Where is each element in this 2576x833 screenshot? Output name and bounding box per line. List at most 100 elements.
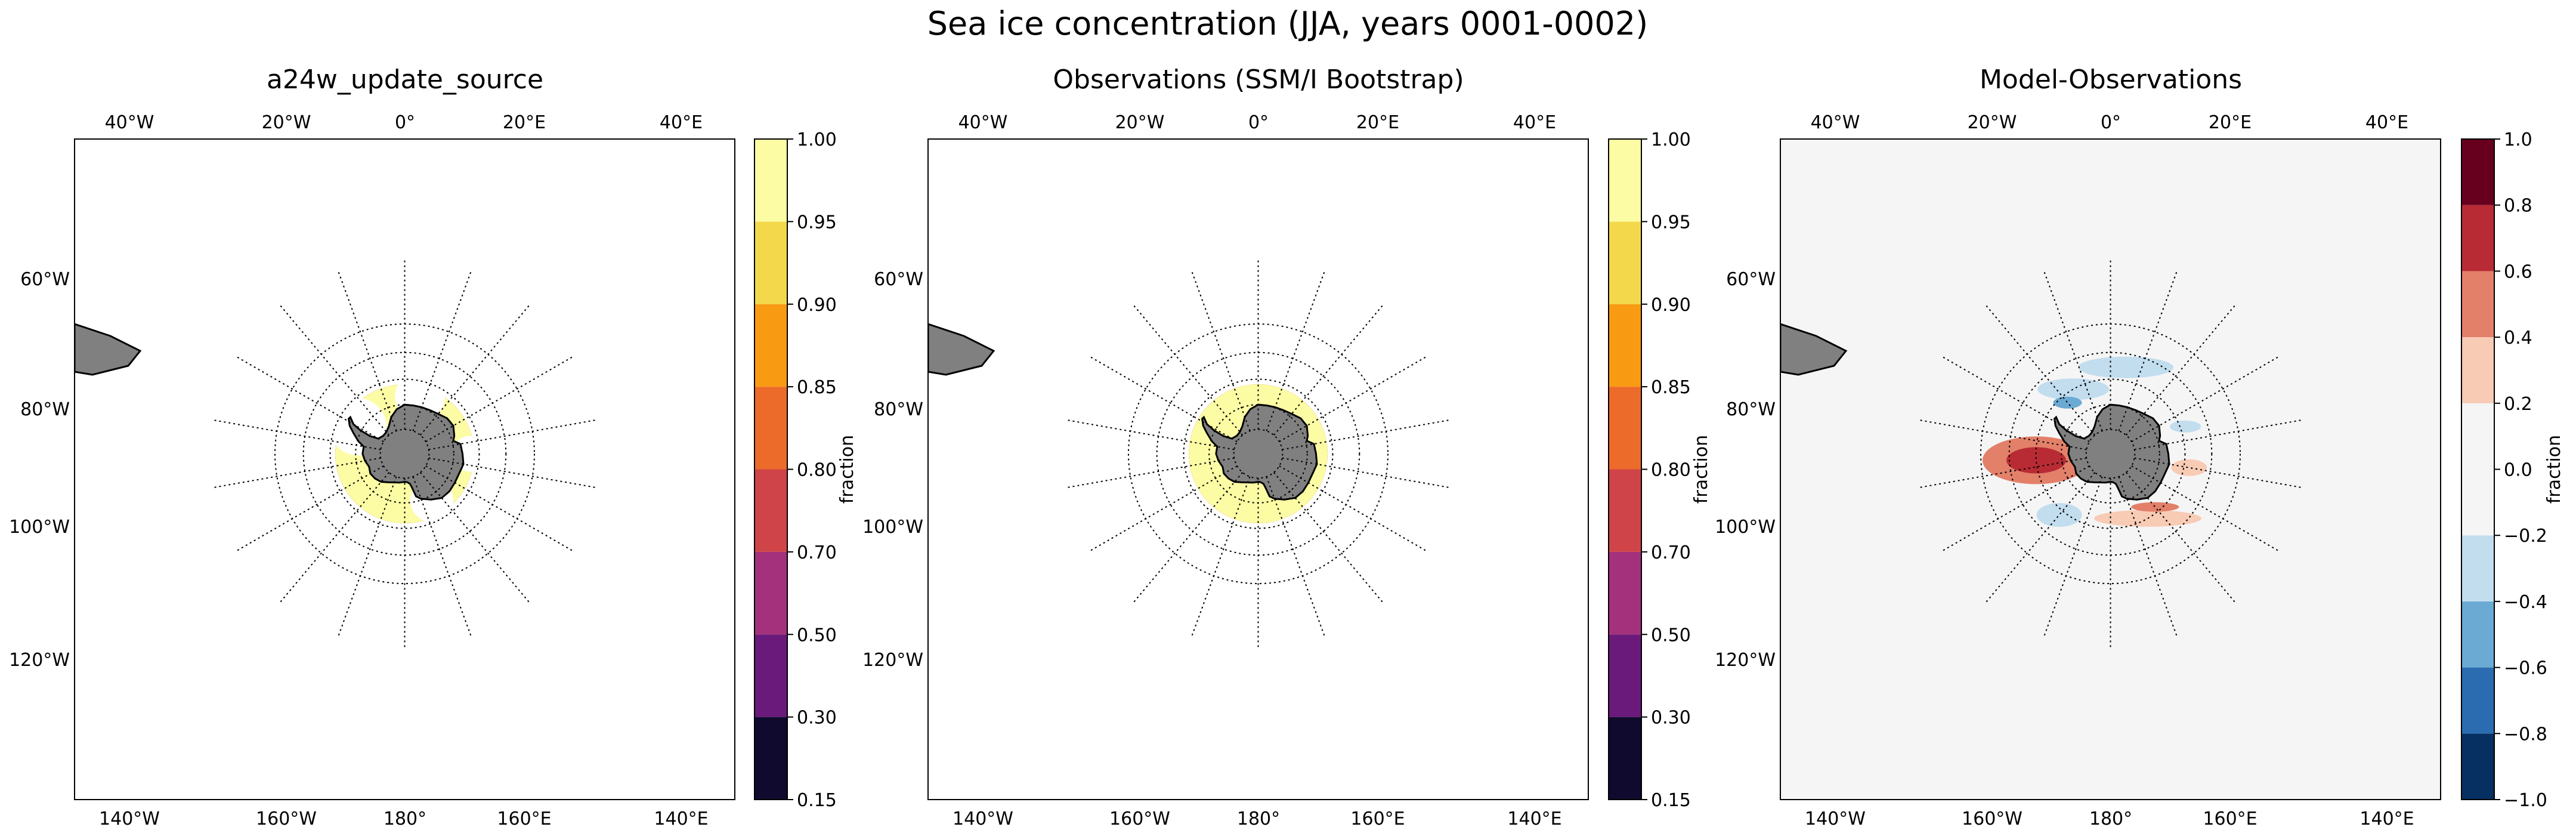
colorbar-segment — [2461, 403, 2494, 536]
colorbar-tick-label: 1.00 — [797, 129, 837, 150]
colorbar-tick-label: −0.6 — [2504, 658, 2547, 679]
difference-anomaly — [2037, 378, 2109, 400]
colorbar-tick-label: −0.2 — [2504, 526, 2547, 547]
map-frame — [927, 138, 1589, 800]
difference-anomaly — [2036, 502, 2082, 527]
colorbar-segment — [1609, 469, 1641, 552]
colorbar-tick-label: −0.8 — [2504, 724, 2547, 745]
difference-anomaly — [2171, 459, 2207, 476]
map-model — [75, 139, 735, 800]
colorbar-tick-label: 0.2 — [2504, 394, 2532, 415]
latitude-gridline — [379, 428, 430, 479]
colorbar-segment — [2461, 271, 2494, 338]
latitude-gridline — [329, 378, 480, 529]
longitude-label-bottom: 140°W — [99, 809, 160, 829]
latitude-gridline — [2085, 428, 2136, 479]
colorbar-tick-label: 0.15 — [1651, 790, 1691, 811]
colorbar-tick-label: 1.00 — [1651, 129, 1691, 150]
longitude-label-left: 60°W — [1726, 269, 1776, 290]
colorbar-tick-label: −0.4 — [2504, 592, 2547, 613]
latitude-gridline — [2035, 378, 2186, 529]
panel-title-model: a24w_update_source — [267, 64, 543, 95]
colorbar-segment — [1609, 139, 1641, 222]
longitude-label-left: 120°W — [862, 650, 923, 671]
longitude-label-top: 40°E — [660, 112, 703, 133]
difference-anomaly — [2078, 356, 2174, 378]
colorbar-segment — [754, 634, 787, 717]
antarctica-land — [1201, 403, 1318, 501]
colorbar-segment — [1609, 634, 1641, 717]
colorbar-segment — [754, 551, 787, 635]
latitude-gridline — [1183, 378, 1334, 529]
colorbar-label: fraction — [837, 435, 858, 504]
colorbar-tick-label: 0.90 — [797, 295, 837, 316]
colorbar-segment — [1609, 387, 1641, 470]
colorbar-tick-label: 0.6 — [2504, 261, 2532, 282]
longitude-label-bottom: 180° — [384, 809, 426, 829]
longitude-label-bottom: 180° — [2089, 809, 2132, 829]
colorbar-tick-label: 0.15 — [797, 790, 837, 811]
longitude-label-bottom: 140°W — [953, 809, 1013, 829]
colorbar-segment — [754, 139, 787, 222]
antarctica-land — [2054, 403, 2170, 501]
colorbar-segment — [2461, 139, 2494, 205]
longitude-label-top: 40°W — [958, 112, 1008, 133]
longitude-label-bottom: 160°E — [2203, 809, 2257, 829]
longitude-label-top: 40°E — [1513, 112, 1556, 133]
colorbar-tick-label: 1.0 — [2504, 129, 2532, 150]
colorbar-segment — [754, 717, 787, 800]
longitude-label-top: 40°W — [105, 112, 154, 133]
longitude-label-left: 120°W — [9, 650, 70, 671]
map-observations — [928, 139, 1588, 800]
colorbar-tick-label: 0.8 — [2504, 196, 2532, 217]
colorbar-tick-label: 0.30 — [797, 708, 837, 729]
longitude-label-top: 40°W — [1811, 112, 1860, 133]
longitude-label-left: 120°W — [1715, 650, 1776, 671]
colorbar-tick-label: 0.50 — [1651, 625, 1691, 646]
longitude-label-bottom: 160°W — [256, 809, 317, 829]
longitude-label-top: 0° — [2101, 112, 2121, 133]
longitude-label-top: 20°E — [503, 112, 546, 133]
colorbar-segment — [754, 221, 787, 304]
colorbar-segment — [754, 304, 787, 387]
figure-suptitle: Sea ice concentration (JJA, years 0001-0… — [927, 5, 1648, 42]
colorbars: 0.15 0.30 0.50 0.70 0.80 0.85 0.90 0.95 1.00 frac… — [754, 129, 2565, 811]
colorbar-label: fraction — [1691, 435, 1712, 504]
colorbar-tick-label: 0.70 — [797, 542, 837, 563]
latitude-gridline — [1233, 428, 1284, 479]
longitude-label-bottom: 180° — [1237, 809, 1280, 829]
colorbar-segment — [1609, 304, 1641, 387]
colorbar-tick-label: −1.0 — [2504, 790, 2547, 811]
colorbar-tick-label: 0.85 — [797, 377, 837, 398]
difference-anomaly — [2131, 502, 2179, 512]
difference-anomaly — [2006, 447, 2066, 474]
longitude-label-left: 80°W — [874, 399, 923, 420]
difference-anomaly — [2170, 420, 2201, 433]
longitude-label-left: 100°W — [9, 517, 70, 538]
colorbar-segment — [1609, 717, 1641, 800]
colorbar-label: fraction — [2544, 435, 2565, 504]
colorbar-tick-label: 0.4 — [2504, 328, 2532, 348]
longitude-label-bottom: 160°E — [1350, 809, 1405, 829]
longitude-label-top: 0° — [1248, 112, 1269, 133]
longitude-label-top: 40°E — [2365, 112, 2408, 133]
colorbar-segment — [1609, 551, 1641, 635]
longitude-label-top: 20°W — [1968, 112, 2017, 133]
longitude-label-bottom: 140°E — [1507, 809, 1561, 829]
longitude-label-bottom: 140°E — [654, 809, 708, 829]
colorbar-tick-label: 0.90 — [1651, 295, 1691, 316]
longitude-label-top: 0° — [395, 112, 415, 133]
longitude-label-top: 20°E — [1356, 112, 1399, 133]
map-frame — [74, 138, 735, 800]
panel-title-observations: Observations (SSM/I Bootstrap) — [1053, 64, 1464, 95]
colorbar-segment — [2461, 667, 2494, 734]
longitude-label-left: 80°W — [20, 399, 70, 420]
longitude-label-left: 80°W — [1726, 399, 1776, 420]
south-america-land — [1780, 323, 1848, 376]
longitude-label-top: 20°W — [1115, 112, 1165, 133]
colorbar-tick-label: 0.30 — [1651, 708, 1691, 729]
colorbar-segment — [2461, 205, 2494, 272]
map-overlays: 40°W 20°W 0° 20°E 40°E 140°W 160°W 180° 160°E 140… — [9, 112, 2441, 829]
colorbar-tick-label: 0.85 — [1651, 377, 1691, 398]
